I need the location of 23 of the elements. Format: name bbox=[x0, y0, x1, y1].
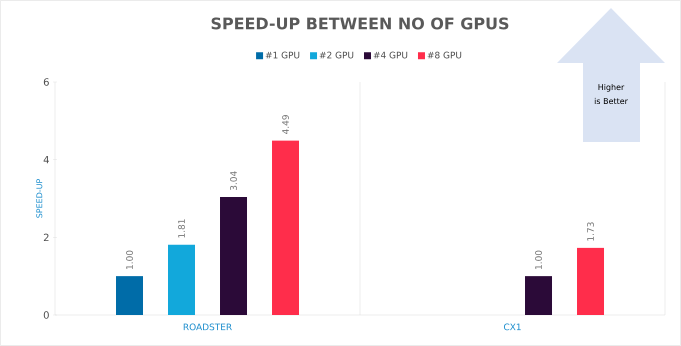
legend-label: #1 GPU bbox=[266, 52, 300, 58]
data-label: 1.00 bbox=[126, 250, 133, 269]
bar bbox=[525, 276, 552, 315]
legend-label: #2 GPU bbox=[320, 52, 354, 58]
data-label: 4.49 bbox=[282, 115, 289, 134]
y-tick-label: 6 bbox=[44, 78, 49, 86]
bar bbox=[272, 140, 300, 315]
y-tick-label: 4 bbox=[44, 156, 49, 164]
x-tick-label: CX1 bbox=[504, 324, 521, 330]
bar bbox=[168, 244, 196, 315]
y-tick-label: 0 bbox=[44, 311, 49, 319]
data-label: 1.81 bbox=[178, 219, 185, 238]
legend-label: #8 GPU bbox=[428, 52, 462, 58]
data-label: 3.04 bbox=[230, 171, 237, 190]
data-label: 1.00 bbox=[535, 250, 542, 269]
bar bbox=[220, 196, 248, 315]
bar bbox=[577, 248, 604, 315]
bar bbox=[116, 276, 144, 315]
x-tick-label: ROADSTER bbox=[184, 324, 232, 330]
y-tick-label: 2 bbox=[44, 234, 48, 242]
chart-title: SPEED-UP BETWEEN NO OF GPUS bbox=[212, 17, 508, 30]
data-label: 1.73 bbox=[587, 222, 594, 241]
legend-label: #4 GPU bbox=[374, 52, 408, 58]
